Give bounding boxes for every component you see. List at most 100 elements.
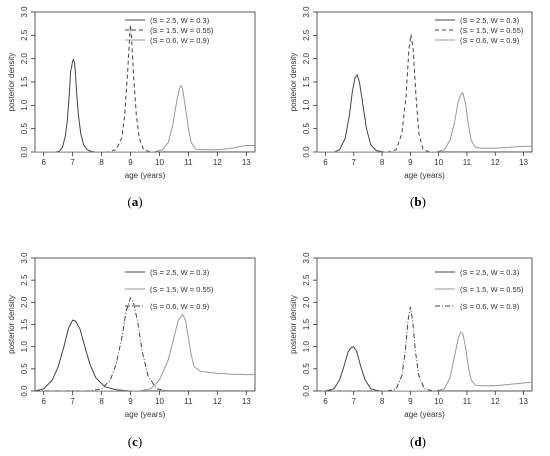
- series-line: [35, 296, 255, 391]
- legend-entry: (S = 2.5, W = 0.3): [460, 268, 520, 277]
- y-tick-label: 1.5: [20, 318, 29, 330]
- legend-entry: (S = 1.5, W = 0.55): [460, 285, 524, 294]
- x-tick-label: 7: [70, 397, 75, 406]
- x-tick-label: 12: [213, 158, 222, 167]
- y-tick-label: 1.0: [20, 99, 29, 111]
- x-tick-label: 12: [491, 158, 500, 167]
- x-tick-label: 13: [242, 158, 251, 167]
- y-tick-label: 0.0: [20, 146, 29, 158]
- plot-frame: [34, 11, 256, 153]
- chart-panel: 6 7 8 9 10 11 12 13 0.0 0.5 1.0 1.5 2.0 2.5 3.0 age (ye…: [289, 6, 533, 209]
- x-tick-label: 7: [70, 158, 75, 167]
- x-tick-label: 9: [128, 158, 133, 167]
- series-line: [317, 73, 532, 152]
- series-line: [35, 84, 255, 152]
- series-line: [35, 319, 255, 391]
- x-axis-label: age (years): [404, 410, 445, 419]
- y-tick-label: 0.0: [302, 385, 311, 397]
- x-tick-label: 7: [352, 158, 357, 167]
- y-tick-label: 1.5: [302, 76, 311, 88]
- y-tick-label: 3.0: [302, 252, 311, 264]
- y-axis-label: posterior density: [7, 53, 16, 112]
- y-tick-label: 2.5: [302, 274, 311, 286]
- x-tick-label: 12: [213, 397, 222, 406]
- legend-entry: (S = 2.5, W = 0.3): [460, 16, 520, 25]
- x-tick-label: 6: [323, 158, 328, 167]
- x-tick-label: 8: [380, 397, 385, 406]
- x-tick-label: 10: [155, 158, 164, 167]
- x-tick-label: 10: [434, 397, 443, 406]
- x-tick-label: 6: [41, 158, 46, 167]
- y-tick-label: 1.0: [302, 99, 311, 111]
- x-tick-label: 9: [408, 158, 413, 167]
- y-tick-label: 2.0: [302, 296, 311, 308]
- x-axis-label: age (years): [125, 410, 166, 419]
- chart-panel: 6 7 8 9 10 11 12 13 0.0 0.5 1.0 1.5 2.0 2.5 3.0 age (ye…: [7, 252, 256, 449]
- x-tick-label: 11: [184, 158, 193, 167]
- x-tick-label: 10: [155, 397, 164, 406]
- chart-panel: 6 7 8 9 10 11 12 13 0.0 0.5 1.0 1.5 2.0 2.5 3.0 age (ye…: [289, 252, 533, 449]
- legend-entry: (S = 1.5, W = 0.55): [460, 26, 524, 35]
- x-tick-label: 13: [519, 397, 528, 406]
- y-tick-label: 0.5: [20, 123, 29, 135]
- series-line: [317, 346, 532, 391]
- x-tick-label: 6: [323, 397, 328, 406]
- y-tick-label: 3.0: [20, 252, 29, 264]
- x-tick-label: 7: [352, 397, 357, 406]
- y-tick-label: 2.5: [302, 29, 311, 41]
- series-line: [317, 306, 532, 391]
- legend-entry: (S = 2.5, W = 0.3): [150, 268, 210, 277]
- legend-entry: (S = 0.6, W = 0.9): [460, 36, 520, 45]
- y-tick-label: 0.0: [20, 385, 29, 397]
- series-line: [317, 34, 532, 152]
- x-tick-label: 8: [99, 397, 104, 406]
- series-line: [35, 58, 255, 152]
- y-tick-label: 2.5: [20, 29, 29, 41]
- legend-entry: (S = 1.5, W = 0.55): [150, 285, 214, 294]
- panel-caption: (d): [410, 434, 426, 449]
- y-axis-label: posterior density: [289, 295, 298, 354]
- y-tick-label: 2.0: [20, 296, 29, 308]
- x-axis-label: age (years): [404, 171, 445, 180]
- x-tick-label: 13: [519, 158, 528, 167]
- series-line: [35, 25, 255, 152]
- y-tick-label: 3.0: [302, 6, 311, 18]
- x-tick-label: 11: [463, 397, 472, 406]
- legend-entry: (S = 2.5, W = 0.3): [150, 16, 210, 25]
- series-line: [35, 313, 255, 391]
- y-tick-label: 0.5: [302, 123, 311, 135]
- x-tick-label: 9: [128, 397, 133, 406]
- y-tick-label: 3.0: [20, 6, 29, 18]
- legend-entry: (S = 0.6, W = 0.9): [150, 302, 210, 311]
- y-tick-label: 0.5: [20, 363, 29, 375]
- y-tick-label: 2.5: [20, 274, 29, 286]
- x-axis-label: age (years): [125, 171, 166, 180]
- panel-caption: (b): [410, 194, 426, 209]
- panel-caption: (a): [127, 194, 142, 209]
- x-tick-label: 10: [434, 158, 443, 167]
- x-tick-label: 8: [380, 158, 385, 167]
- y-tick-label: 2.0: [302, 53, 311, 65]
- series-line: [317, 331, 532, 391]
- y-tick-label: 0.0: [302, 146, 311, 158]
- legend-entry: (S = 1.5, W = 0.55): [150, 26, 214, 35]
- y-tick-label: 1.5: [302, 318, 311, 330]
- y-axis-label: posterior density: [289, 53, 298, 112]
- legend-entry: (S = 0.6, W = 0.9): [460, 302, 520, 311]
- y-tick-label: 0.5: [302, 363, 311, 375]
- y-axis-label: posterior density: [7, 295, 16, 354]
- y-tick-label: 1.0: [20, 341, 29, 353]
- plot-frame: [316, 257, 533, 392]
- chart-panel: 6 7 8 9 10 11 12 13 0.0 0.5 1.0 1.5 2.0 2.5 3.0 age (ye…: [7, 6, 256, 209]
- x-tick-label: 9: [408, 397, 413, 406]
- series-line: [317, 91, 532, 152]
- x-tick-label: 11: [463, 158, 472, 167]
- y-tick-label: 2.0: [20, 53, 29, 65]
- x-tick-label: 11: [184, 397, 193, 406]
- panel-caption: (c): [128, 434, 142, 449]
- y-tick-label: 1.5: [20, 76, 29, 88]
- x-tick-label: 13: [242, 397, 251, 406]
- x-tick-label: 12: [491, 397, 500, 406]
- legend-entry: (S = 0.6, W = 0.9): [150, 36, 210, 45]
